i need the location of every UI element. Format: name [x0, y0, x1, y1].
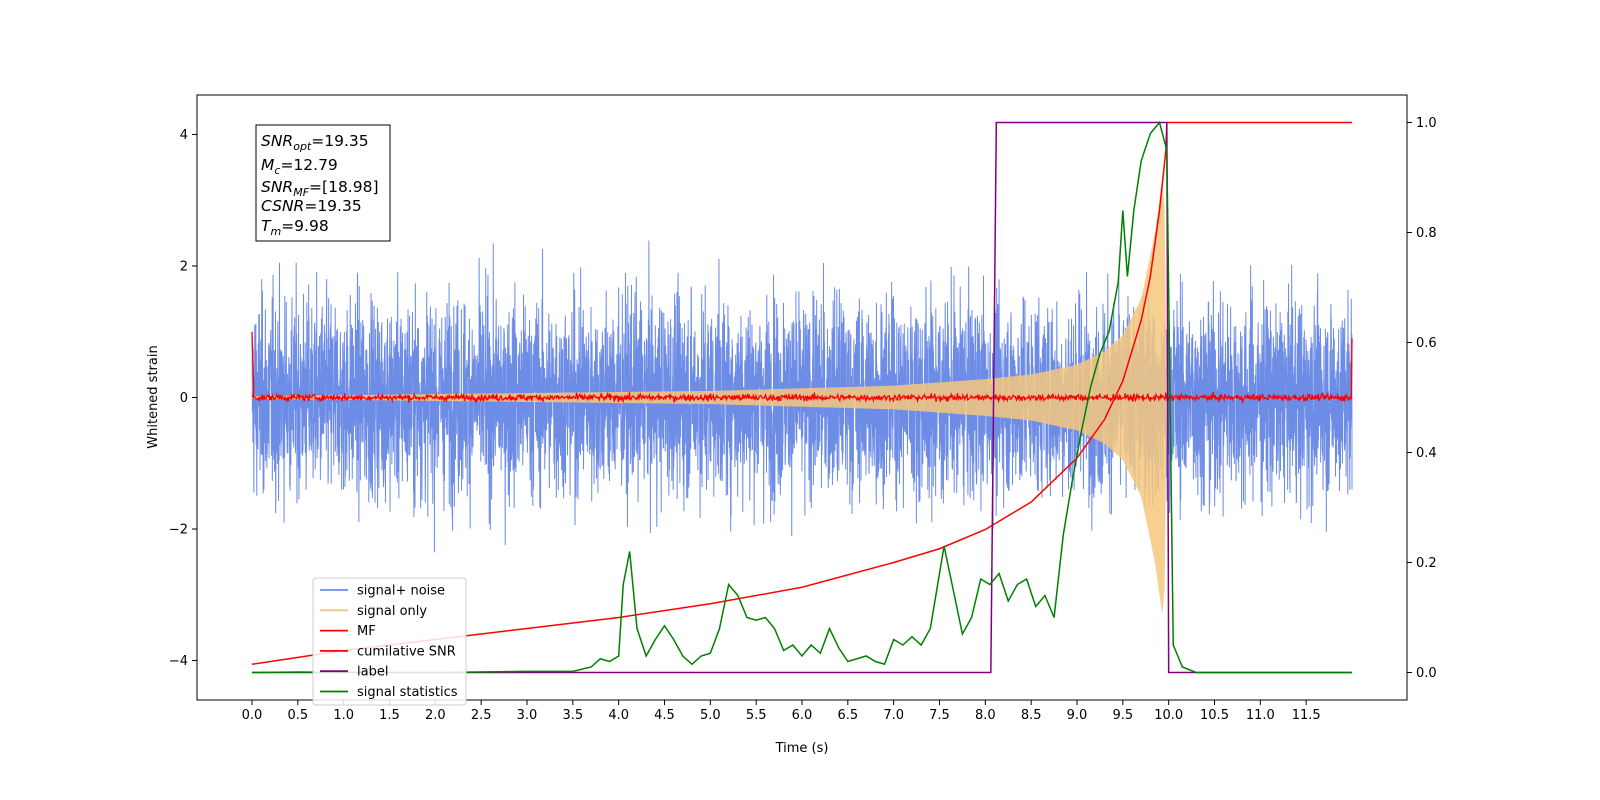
legend-entry: signal+ noise [357, 584, 445, 599]
left-y-tick-label: 4 [180, 128, 188, 143]
x-tick-label: 8.5 [1021, 708, 1042, 723]
x-tick-label: 11.5 [1292, 708, 1321, 723]
right-y-tick-label: 0.2 [1416, 556, 1437, 571]
x-tick-label: 10.0 [1154, 708, 1183, 723]
right-y-axis-ticks: 0.0 0.2 0.4 0.6 0.8 1.0 [1407, 116, 1437, 681]
info-line: SNRopt=19.35 [261, 132, 369, 153]
legend: signal+ noise signal only MF cumilative SNR… [312, 577, 467, 706]
legend-entry: cumilative SNR [357, 644, 456, 659]
x-axis-label: Time (s) [775, 741, 829, 756]
left-y-tick-label: 0 [180, 391, 188, 406]
x-tick-label: 4.0 [608, 708, 629, 723]
x-tick-label: 5.0 [700, 708, 721, 723]
x-axis-ticks: 0.0 0.5 1.0 1.5 2.0 2.5 3.0 3.5 4.0 4.5 5.0 5.5 6.0 6… [242, 700, 1321, 723]
left-y-axis-ticks: −4 −2 0 2 4 [169, 128, 197, 669]
info-line: Mc=12.79 [261, 156, 338, 177]
x-tick-label: 6.0 [792, 708, 813, 723]
x-tick-label: 8.0 [975, 708, 996, 723]
x-tick-label: 6.5 [837, 708, 858, 723]
x-tick-label: 1.5 [379, 708, 400, 723]
x-tick-label: 4.5 [654, 708, 675, 723]
info-line: Tm=9.98 [261, 217, 329, 238]
info-line: CSNR=19.35 [261, 197, 362, 215]
x-tick-label: 3.0 [517, 708, 538, 723]
x-tick-label: 5.5 [746, 708, 767, 723]
x-tick-label: 7.5 [929, 708, 950, 723]
right-y-tick-label: 0.6 [1416, 336, 1437, 351]
legend-entry: MF [357, 624, 376, 639]
x-tick-label: 3.5 [562, 708, 583, 723]
x-tick-label: 10.5 [1200, 708, 1229, 723]
left-y-tick-label: 2 [180, 259, 188, 274]
right-y-tick-label: 0.0 [1416, 666, 1437, 681]
legend-entry: signal statistics [357, 685, 458, 700]
legend-frame [312, 577, 467, 706]
series-cumulative-snr [251, 121, 1352, 665]
left-y-tick-label: −2 [169, 523, 188, 538]
x-tick-label: 9.0 [1067, 708, 1088, 723]
x-tick-label: 7.0 [883, 708, 904, 723]
series-mf [251, 331, 1353, 405]
info-box-frame [255, 124, 391, 242]
left-y-tick-label: −4 [169, 654, 188, 669]
x-tick-label: 11.0 [1246, 708, 1275, 723]
plot-series [251, 120, 1353, 674]
x-tick-label: 9.5 [1112, 708, 1133, 723]
legend-entry: signal only [357, 604, 427, 619]
right-y-tick-label: 0.4 [1416, 446, 1437, 461]
info-annotation-box: SNRopt=19.35 Mc=12.79SNRMF=[18.98]CSNR=19… [255, 124, 391, 242]
x-tick-label: 2.0 [425, 708, 446, 723]
x-tick-label: 0.0 [242, 708, 263, 723]
legend-entry: label [357, 665, 388, 680]
right-y-tick-label: 0.8 [1416, 226, 1437, 241]
series-signal-statistics [251, 120, 1352, 674]
right-y-tick-label: 1.0 [1416, 116, 1437, 131]
x-tick-label: 2.5 [471, 708, 492, 723]
x-tick-label: 1.0 [333, 708, 354, 723]
y-axis-label: Whitened strain [146, 345, 161, 448]
info-line: SNRMF=[18.98] [261, 178, 379, 199]
x-tick-label: 0.5 [287, 708, 308, 723]
